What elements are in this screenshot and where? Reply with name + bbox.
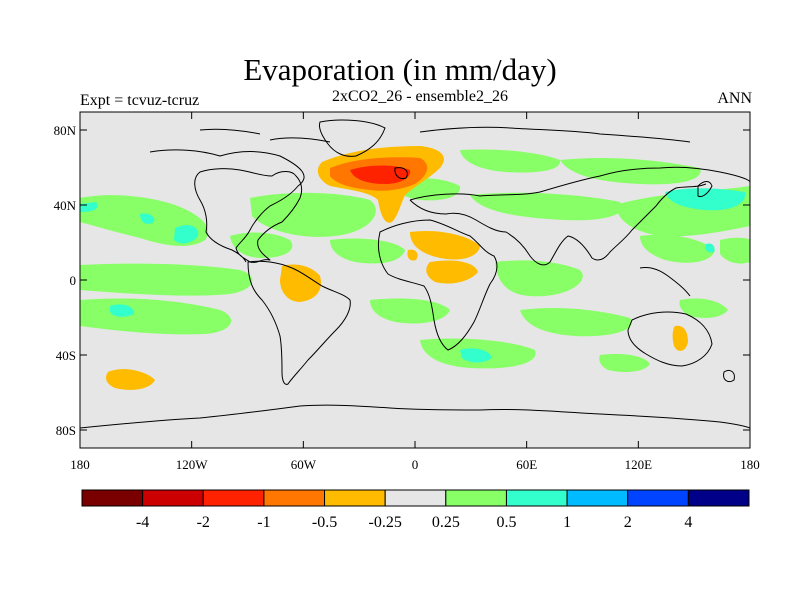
x-tick-label: 60E (516, 457, 537, 472)
strong-positive-regions (80, 188, 746, 363)
colorbar-labels: -4 -2 -1 -0.5 -0.25 0.25 0.5 1 2 4 (136, 514, 692, 531)
colorbar-label: 0.25 (432, 514, 460, 531)
colorbar (81, 489, 750, 507)
colorbar-label: -0.25 (369, 514, 402, 531)
anomaly-fields (80, 119, 750, 429)
x-tick-label: 60W (291, 457, 317, 472)
colorbar-label: -4 (136, 514, 149, 531)
colorbar-label: 0.5 (496, 514, 516, 531)
colorbar-swatch (687, 489, 750, 507)
x-tick-label: 120W (176, 457, 209, 472)
coastlines (80, 119, 750, 429)
y-tick-label: 0 (70, 273, 77, 288)
colorbar-swatch (505, 489, 568, 507)
season-label: ANN (717, 90, 752, 107)
x-tick-label: 180 (740, 457, 760, 472)
x-tick-labels: 180 120W 60W 0 60E 120E 180 (70, 457, 760, 472)
colorbar-label: 1 (563, 514, 571, 531)
y-tick-label: 40S (56, 348, 76, 363)
colorbar-swatch (263, 489, 326, 507)
x-tick-label: 120E (625, 457, 653, 472)
y-tick-labels: 80N 40N 0 40S 80S (54, 123, 77, 438)
y-tick-label: 40N (54, 198, 77, 213)
colorbar-swatch (445, 489, 507, 507)
y-tick-label: 80S (56, 423, 76, 438)
colorbar-swatch (324, 489, 386, 507)
colorbar-swatch (566, 489, 629, 507)
x-tick-label: 180 (70, 457, 90, 472)
colorbar-swatch (202, 489, 265, 507)
colorbar-label: 4 (684, 514, 692, 531)
experiment-label: Expt = tcvuz-tcruz (80, 92, 200, 109)
plot-title: Evaporation (in mm/day) (243, 52, 557, 87)
colorbar-swatch (142, 489, 204, 507)
y-tick-label: 80N (54, 123, 77, 138)
colorbar-label: -2 (197, 514, 210, 531)
plot-subtitle: 2xCO2_26 - ensemble2_26 (332, 88, 508, 105)
colorbar-swatch (384, 489, 447, 507)
colorbar-label: -0.5 (312, 514, 337, 531)
x-tick-label: 0 (412, 457, 419, 472)
colorbar-label: -1 (257, 514, 270, 531)
colorbar-label: 2 (624, 514, 632, 531)
colorbar-swatch (627, 489, 689, 507)
colorbar-swatch (81, 489, 144, 507)
axis-ticks (79, 112, 751, 448)
